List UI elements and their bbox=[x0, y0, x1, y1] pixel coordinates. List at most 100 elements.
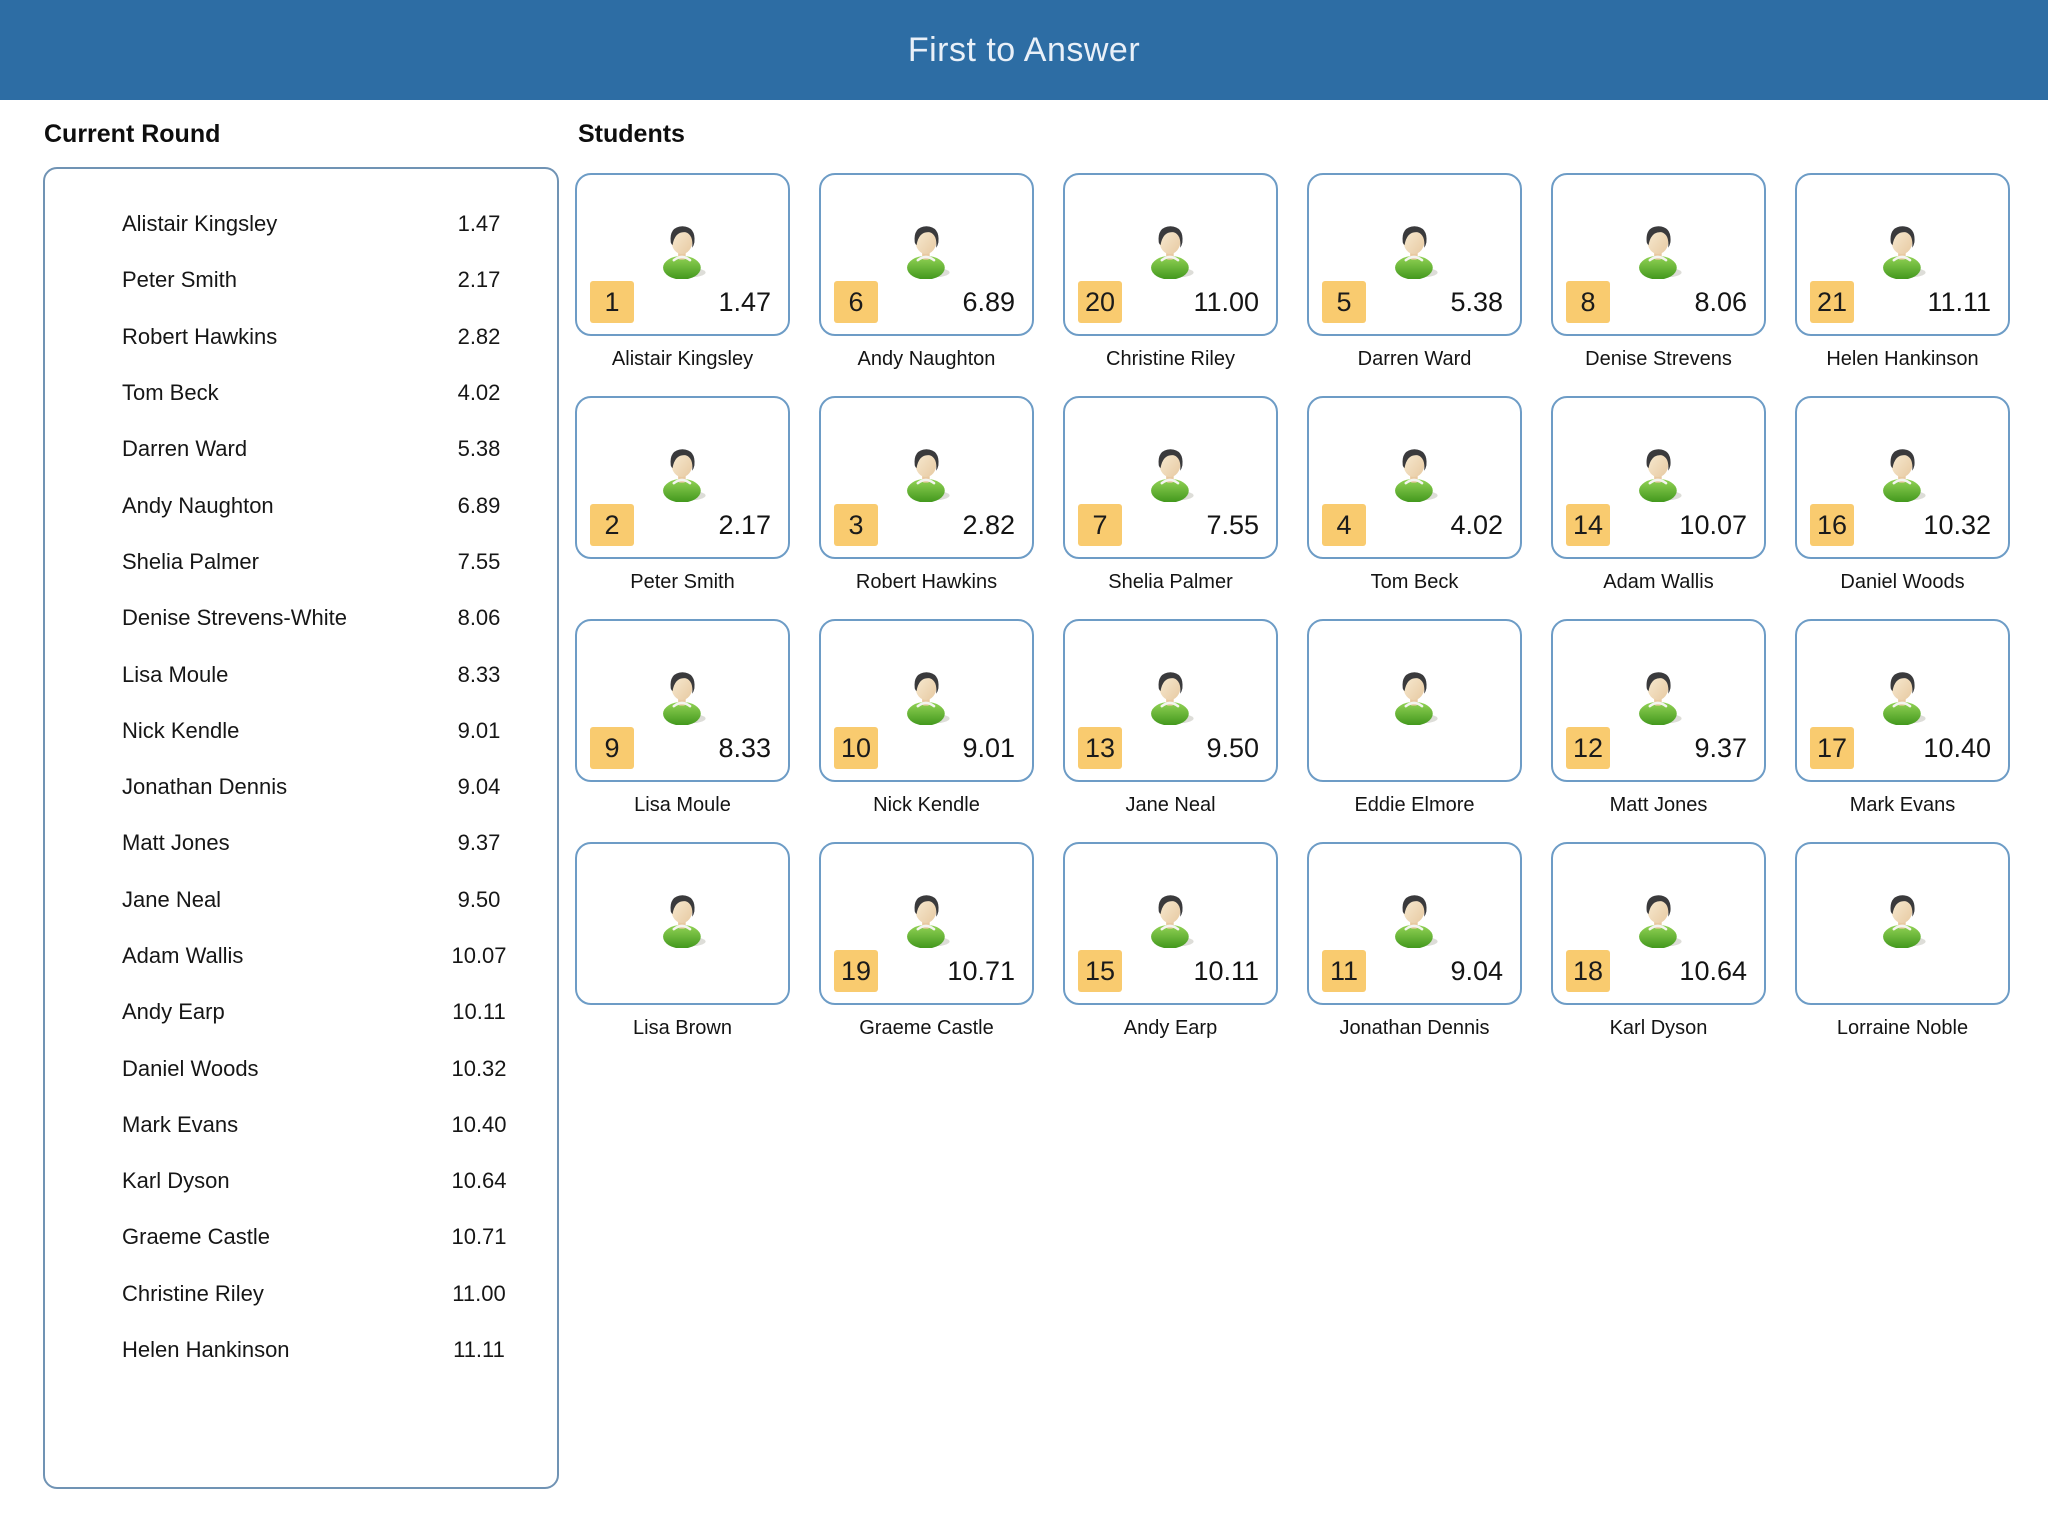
student-avatar-icon bbox=[1150, 671, 1194, 725]
student-card[interactable]: 16 10.32 bbox=[1795, 396, 2010, 559]
rank-badge: 4 bbox=[1322, 504, 1366, 546]
student-cell: 11 9.04 Jonathan Dennis bbox=[1307, 842, 1522, 1041]
round-row: Darren Ward 5.38 bbox=[45, 421, 557, 477]
student-name-label: Eddie Elmore bbox=[1354, 794, 1475, 816]
student-cell: 2 2.17 Peter Smith bbox=[575, 396, 790, 595]
student-time: 10.11 bbox=[1193, 956, 1259, 986]
student-card[interactable]: 17 10.40 bbox=[1795, 619, 2010, 782]
student-name-label: Andy Earp bbox=[1123, 1017, 1218, 1039]
round-student-time: 7.55 bbox=[457, 548, 501, 574]
rank-badge: 11 bbox=[1322, 950, 1366, 992]
student-cell: 1 1.47 Alistair Kingsley bbox=[575, 173, 790, 372]
student-cell: 13 9.50 Jane Neal bbox=[1063, 619, 1278, 818]
round-student-time: 2.17 bbox=[457, 267, 501, 293]
round-student-time: 5.38 bbox=[457, 436, 501, 462]
student-card[interactable]: 18 10.64 bbox=[1551, 842, 1766, 1005]
student-card[interactable]: 9 8.33 bbox=[575, 619, 790, 782]
student-time: 9.04 bbox=[1450, 956, 1503, 986]
round-row: Andy Earp 10.11 bbox=[45, 984, 557, 1040]
rank-badge: 3 bbox=[834, 504, 878, 546]
student-cell: 3 2.82 Robert Hawkins bbox=[819, 396, 1034, 595]
student-cell: 20 11.00 Christine Riley bbox=[1063, 173, 1278, 372]
student-avatar-icon bbox=[662, 225, 706, 279]
round-student-name: Darren Ward bbox=[122, 436, 248, 462]
round-row: Christine Riley 11.00 bbox=[45, 1266, 557, 1322]
student-card[interactable]: 5 5.38 bbox=[1307, 173, 1522, 336]
rank-badge: 7 bbox=[1078, 504, 1122, 546]
student-card[interactable]: 7 7.55 bbox=[1063, 396, 1278, 559]
student-time: 10.40 bbox=[1923, 733, 1991, 763]
student-time: 10.71 bbox=[947, 956, 1015, 986]
student-name-label: Nick Kendle bbox=[873, 794, 980, 816]
student-cell: 21 11.11 Helen Hankinson bbox=[1795, 173, 2010, 372]
student-name-label: Mark Evans bbox=[1849, 794, 1956, 816]
student-time: 7.55 bbox=[1206, 510, 1259, 540]
student-card[interactable]: 11 9.04 bbox=[1307, 842, 1522, 1005]
student-card[interactable] bbox=[575, 842, 790, 1005]
rank-badge: 21 bbox=[1810, 281, 1854, 323]
student-cell: 9 8.33 Lisa Moule bbox=[575, 619, 790, 818]
student-avatar-icon bbox=[1882, 225, 1926, 279]
student-name-label: Lorraine Noble bbox=[1836, 1017, 1969, 1039]
student-avatar-icon bbox=[906, 671, 950, 725]
current-round-list: Alistair Kingsley 1.47 Peter Smith 2.17 … bbox=[45, 169, 557, 1378]
student-card[interactable]: 2 2.17 bbox=[575, 396, 790, 559]
student-avatar-icon bbox=[662, 671, 706, 725]
student-cell: 6 6.89 Andy Naughton bbox=[819, 173, 1034, 372]
student-card[interactable]: 8 8.06 bbox=[1551, 173, 1766, 336]
rank-badge: 16 bbox=[1810, 504, 1854, 546]
round-student-name: Jane Neal bbox=[122, 886, 222, 912]
round-student-time: 8.06 bbox=[457, 605, 501, 631]
student-card[interactable]: 10 9.01 bbox=[819, 619, 1034, 782]
student-card[interactable]: 19 10.71 bbox=[819, 842, 1034, 1005]
student-name-label: Christine Riley bbox=[1106, 348, 1235, 370]
student-cell: Eddie Elmore bbox=[1307, 619, 1522, 818]
student-card[interactable]: 1 1.47 bbox=[575, 173, 790, 336]
round-student-name: Adam Wallis bbox=[122, 943, 244, 968]
student-cell: 15 10.11 Andy Earp bbox=[1063, 842, 1278, 1041]
round-student-time: 9.01 bbox=[457, 717, 501, 743]
round-row: Adam Wallis 10.07 bbox=[45, 928, 557, 984]
student-card[interactable] bbox=[1795, 842, 2010, 1005]
student-name-label: Helen Hankinson bbox=[1826, 348, 1979, 370]
student-cell: 8 8.06 Denise Strevens bbox=[1551, 173, 1766, 372]
student-avatar-icon bbox=[1882, 448, 1926, 502]
round-student-time: 10.40 bbox=[451, 1111, 507, 1137]
student-card[interactable] bbox=[1307, 619, 1522, 782]
round-student-time: 10.64 bbox=[451, 1168, 507, 1194]
round-student-name: Shelia Palmer bbox=[122, 548, 259, 574]
round-student-name: Robert Hawkins bbox=[122, 323, 278, 349]
student-cell: 18 10.64 Karl Dyson bbox=[1551, 842, 1766, 1041]
round-student-time: 10.32 bbox=[451, 1055, 507, 1081]
student-card[interactable]: 12 9.37 bbox=[1551, 619, 1766, 782]
round-student-name: Matt Jones bbox=[122, 830, 230, 856]
round-row: Mark Evans 10.40 bbox=[45, 1097, 557, 1153]
rank-badge: 5 bbox=[1322, 281, 1366, 323]
student-avatar-icon bbox=[662, 894, 706, 948]
round-student-name: Tom Beck bbox=[122, 380, 219, 406]
student-cell: 19 10.71 Graeme Castle bbox=[819, 842, 1034, 1041]
round-row: Tom Beck 4.02 bbox=[45, 365, 557, 421]
student-card[interactable]: 13 9.50 bbox=[1063, 619, 1278, 782]
student-name-label: Jonathan Dennis bbox=[1339, 1017, 1490, 1039]
round-student-name: Graeme Castle bbox=[122, 1224, 270, 1250]
round-row: Helen Hankinson 11.11 bbox=[45, 1322, 557, 1378]
round-row: Matt Jones 9.37 bbox=[45, 815, 557, 871]
round-row: Alistair Kingsley 1.47 bbox=[45, 196, 557, 252]
round-student-time: 9.04 bbox=[457, 774, 501, 800]
student-card[interactable]: 21 11.11 bbox=[1795, 173, 2010, 336]
student-card[interactable]: 15 10.11 bbox=[1063, 842, 1278, 1005]
student-card[interactable]: 4 4.02 bbox=[1307, 396, 1522, 559]
student-card[interactable]: 20 11.00 bbox=[1063, 173, 1278, 336]
students-grid: 1 1.47 Alistair Kingsley 6 6.89 Andy Nau… bbox=[575, 173, 2015, 1041]
student-time: 2.82 bbox=[962, 510, 1015, 540]
student-name-label: Denise Strevens bbox=[1585, 348, 1732, 370]
round-student-time: 1.47 bbox=[457, 211, 501, 237]
student-avatar-icon bbox=[1638, 894, 1682, 948]
student-card[interactable]: 14 10.07 bbox=[1551, 396, 1766, 559]
student-card[interactable]: 3 2.82 bbox=[819, 396, 1034, 559]
student-time: 4.02 bbox=[1450, 510, 1503, 540]
round-student-time: 10.71 bbox=[451, 1224, 507, 1250]
student-card[interactable]: 6 6.89 bbox=[819, 173, 1034, 336]
student-avatar-icon bbox=[1394, 225, 1438, 279]
